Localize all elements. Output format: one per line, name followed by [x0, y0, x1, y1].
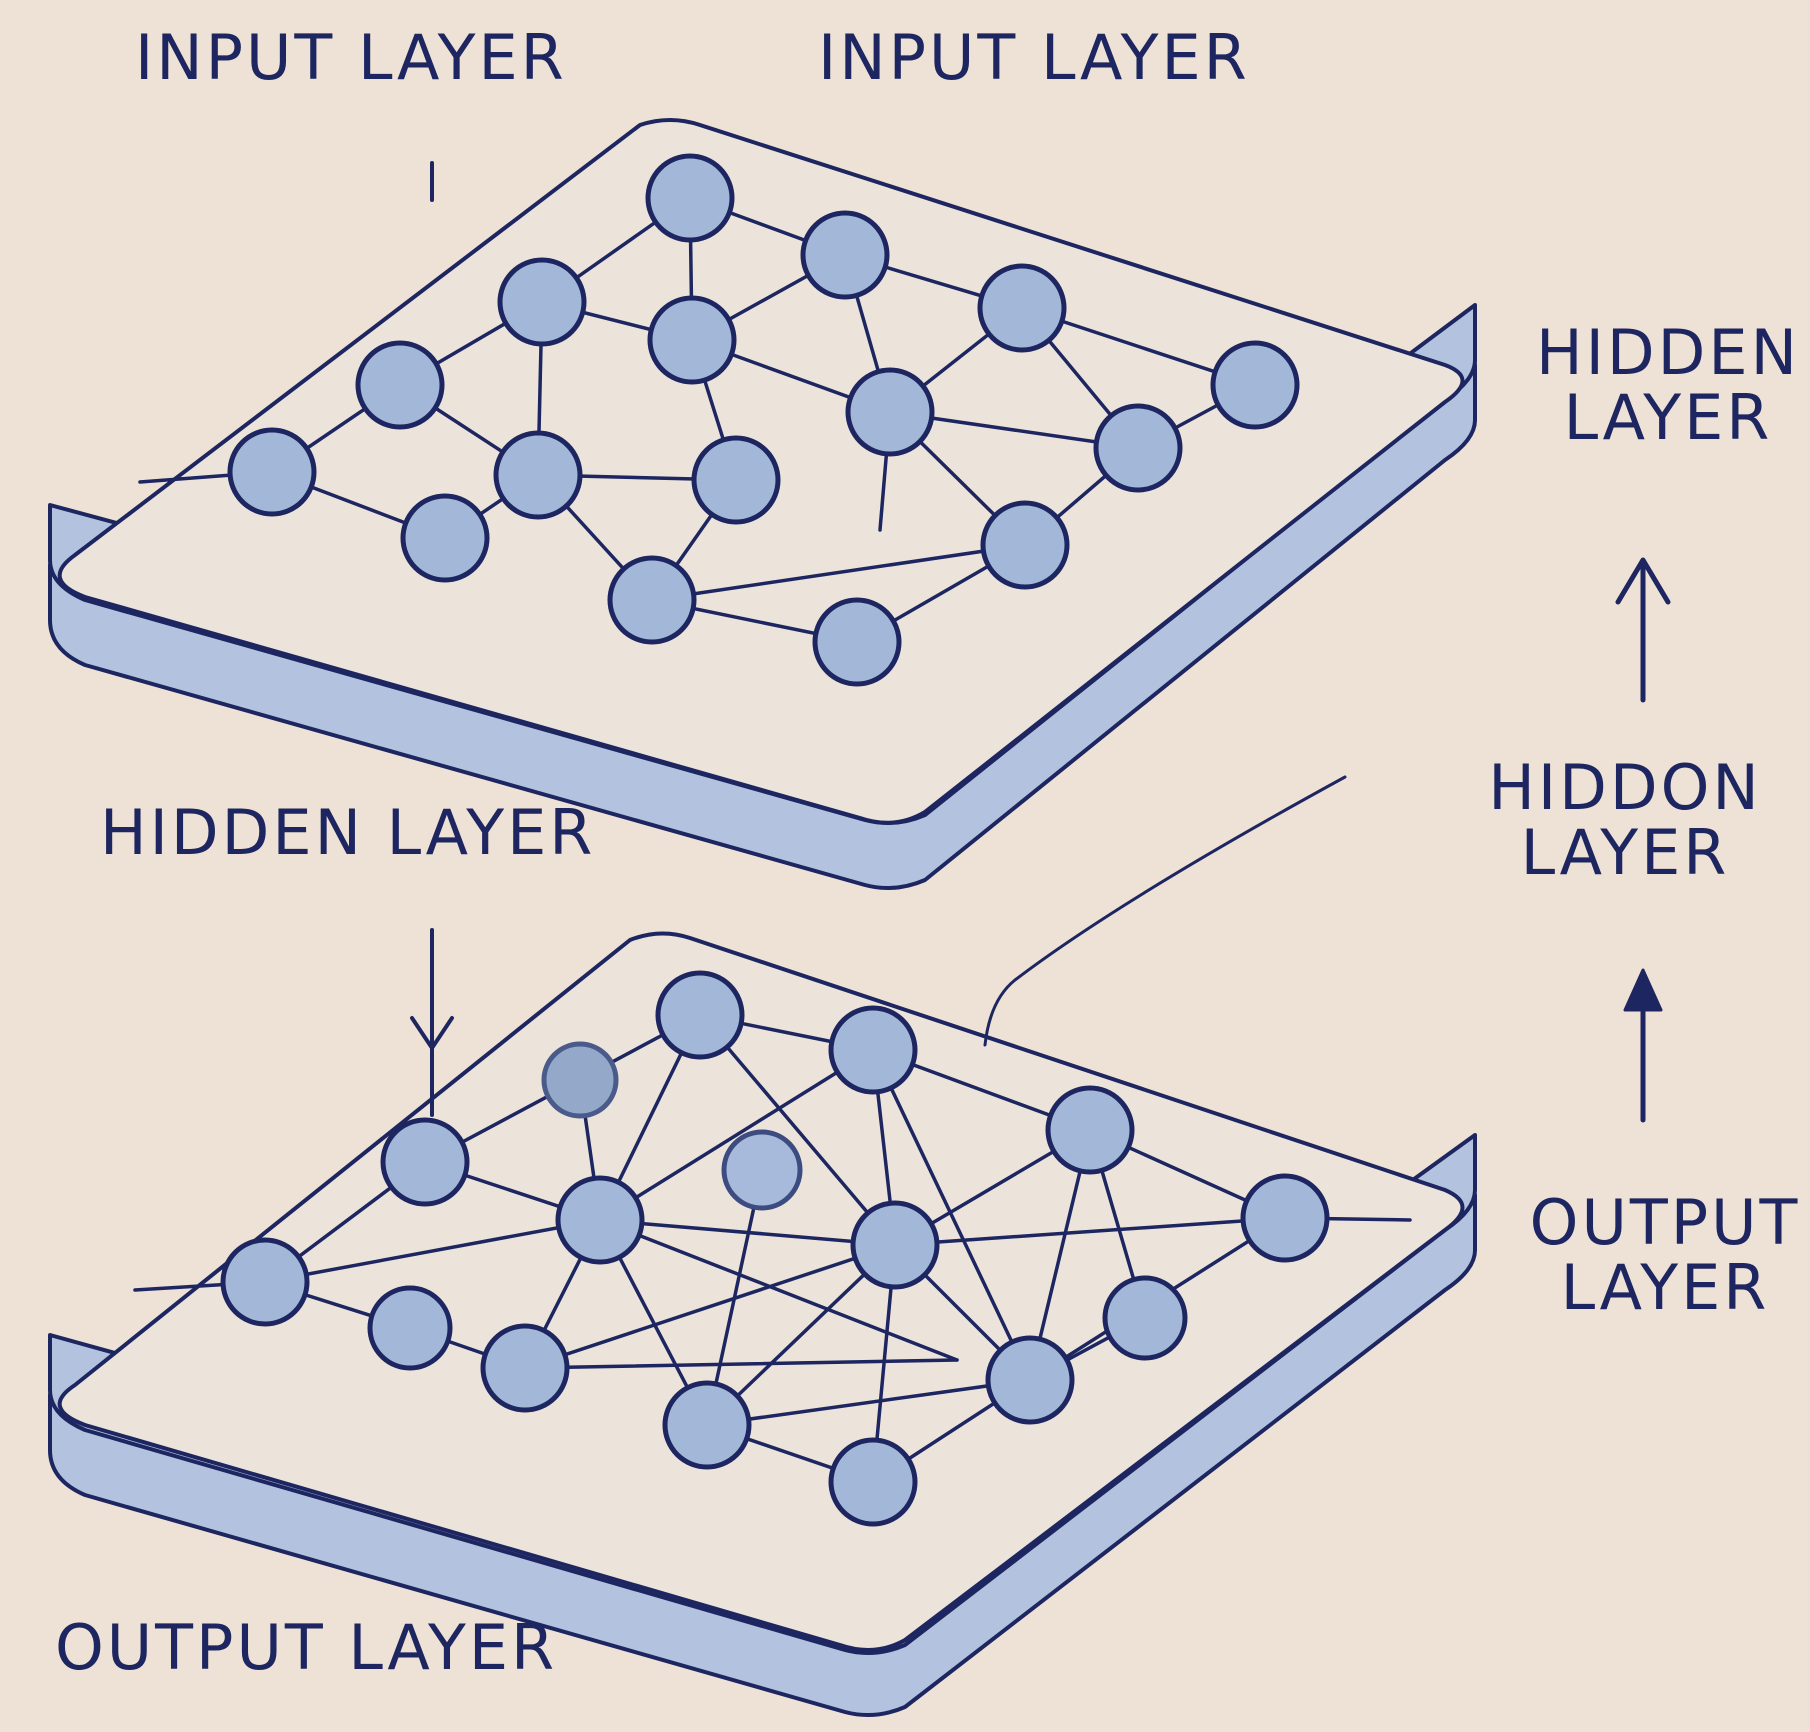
- node: [380, 1117, 470, 1207]
- right-hiddon-layer-label: HIDDON LAYER: [1480, 755, 1770, 885]
- right-hidden-line2: LAYER: [1563, 381, 1773, 455]
- node: [985, 1335, 1075, 1425]
- edge: [705, 1378, 1032, 1427]
- node: [1240, 1173, 1330, 1263]
- edge: [893, 1216, 1287, 1247]
- connectors: [410, 161, 1671, 1123]
- edge: [523, 1243, 897, 1370]
- hidden-layer-pointer-arrowhead: [410, 1016, 454, 1050]
- node: [691, 435, 781, 525]
- node: [1102, 1275, 1188, 1361]
- node: [850, 1200, 940, 1290]
- right-hidden-layer-label: HIDDEN LAYER: [1528, 320, 1808, 450]
- top-center-label: INPUT LAYER: [818, 21, 1250, 94]
- node: [977, 263, 1067, 353]
- node: [1045, 1085, 1135, 1175]
- node: [647, 295, 737, 385]
- right-hiddon-line1: HIDDON: [1488, 751, 1762, 824]
- bottom-network-nodes: [220, 970, 1330, 1527]
- node: [355, 340, 445, 430]
- node: [1210, 340, 1300, 430]
- edge: [650, 543, 1027, 602]
- node: [541, 1041, 619, 1119]
- node: [812, 597, 902, 687]
- node: [555, 1175, 645, 1265]
- diagonal-connector-line: [983, 775, 1347, 1047]
- right-output-layer-label: OUTPUT LAYER: [1520, 1190, 1810, 1320]
- bottom-plate-lower-band: [48, 1193, 1477, 1718]
- node: [655, 970, 745, 1060]
- bottom-left-label: OUTPUT LAYER: [55, 1611, 558, 1684]
- right-output-line2: LAYER: [1560, 1251, 1770, 1325]
- node: [828, 1005, 918, 1095]
- node: [662, 1380, 752, 1470]
- node: [220, 1237, 310, 1327]
- node: [607, 555, 697, 645]
- node: [497, 257, 587, 347]
- right-output-line1: OUTPUT: [1529, 1186, 1801, 1259]
- edge: [598, 1218, 959, 1362]
- right-hidden-line1: HIDDEN: [1536, 316, 1800, 389]
- node: [1093, 403, 1183, 493]
- edge: [698, 1013, 897, 1247]
- node: [227, 427, 317, 517]
- middle-left-label: HIDDEN LAYER: [100, 796, 596, 869]
- edge: [523, 1358, 959, 1370]
- node: [721, 1129, 803, 1211]
- edge: [263, 1218, 602, 1284]
- node: [828, 1437, 918, 1527]
- node: [367, 1285, 453, 1371]
- node: [845, 367, 935, 457]
- top-network-nodes: [227, 153, 1300, 687]
- node: [493, 430, 583, 520]
- node: [400, 493, 490, 583]
- top-left-label: INPUT LAYER: [135, 21, 567, 94]
- node: [800, 210, 890, 300]
- edge: [598, 1048, 875, 1222]
- node: [480, 1323, 570, 1413]
- right-upper-arrowhead: [1615, 557, 1671, 605]
- edge: [871, 1048, 1032, 1382]
- node: [645, 153, 735, 243]
- right-hiddon-line2: LAYER: [1520, 816, 1730, 890]
- node: [980, 500, 1070, 590]
- right-lower-arrowhead: [1623, 968, 1663, 1012]
